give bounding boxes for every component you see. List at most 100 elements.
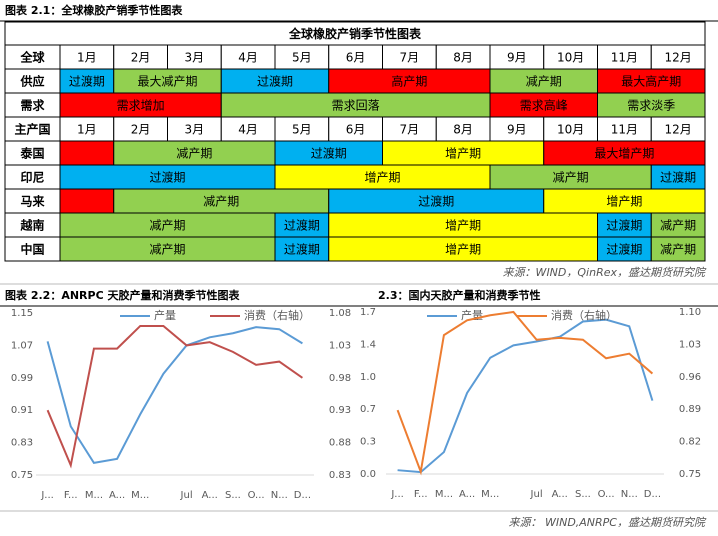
x-tick-label: F... [414, 489, 428, 500]
x-tick-label: A... [109, 490, 125, 501]
chart-title: 图表 2.2：ANRPC 天胶产量和消费季节性图表 [5, 288, 240, 302]
cell-text: 最大高产期 [621, 74, 681, 89]
y2-tick-label: 0.88 [329, 438, 351, 449]
cell-text: 6月 [346, 123, 366, 137]
cell-text: 最大减产期 [137, 75, 197, 89]
cell-text: 减产期 [553, 171, 589, 185]
y2-tick-label: 0.83 [329, 470, 351, 481]
cell-text: 增产期 [364, 171, 400, 185]
cell-text: 过渡期 [660, 170, 696, 185]
cell-text: 11月 [611, 51, 638, 65]
cell-text: 减产期 [660, 243, 696, 257]
table-cell [59, 140, 115, 166]
x-tick-label: M... [131, 490, 149, 501]
cell-text: 需求高峰 [520, 98, 568, 113]
x-tick-label: M... [85, 490, 103, 501]
y-tick-label: 1.7 [360, 307, 376, 318]
cell-text: 5月 [292, 51, 312, 65]
table-cell [543, 44, 598, 70]
table-cell [220, 116, 276, 142]
table-cell [650, 116, 706, 142]
cell-text: 3月 [185, 51, 205, 65]
row-label: 主产国 [14, 122, 50, 137]
cell-text: 减产期 [149, 219, 185, 233]
cell-text: 3月 [185, 123, 205, 137]
cell-text: 1月 [77, 123, 97, 137]
y2-tick-label: 1.03 [329, 340, 351, 351]
cell-text: 增产期 [606, 195, 642, 209]
row-label: 越南 [19, 218, 44, 233]
table-cell [220, 92, 491, 118]
x-tick-label: A... [202, 490, 218, 501]
cell-text: 增产期 [445, 147, 481, 161]
cell-text: 1月 [77, 51, 97, 65]
cell-text: 6月 [346, 51, 366, 65]
x-tick-label: O... [598, 489, 615, 500]
x-tick-label: Jul [180, 490, 193, 501]
y-tick-label: 1.07 [11, 340, 33, 351]
series-line [46, 324, 303, 469]
table-cell [382, 116, 437, 142]
y2-tick-label: 0.93 [329, 405, 351, 416]
cell-text: 12月 [664, 123, 691, 137]
cell-text: 5月 [292, 123, 312, 137]
cell-text: 12月 [664, 51, 691, 65]
x-tick-label: Jul [530, 489, 543, 500]
x-tick-label: A... [552, 489, 568, 500]
y-tick-label: 0.91 [11, 405, 33, 416]
table-cell [435, 116, 491, 142]
cell-text: 过渡期 [149, 170, 185, 185]
cell-text: 减产期 [203, 195, 239, 209]
y-tick-label: 0.99 [11, 373, 33, 384]
table-cell [220, 68, 330, 94]
section-title: 图表 2.1：全球橡胶产销季节性图表 [5, 3, 183, 17]
row-label-cell [4, 236, 61, 262]
table-cell [274, 44, 330, 70]
y2-tick-label: 0.96 [679, 372, 701, 383]
row-label: 中国 [20, 242, 44, 257]
y2-tick-label: 1.03 [679, 339, 701, 350]
y-tick-label: 1.15 [11, 308, 33, 319]
cell-text: 减产期 [176, 147, 212, 161]
series-line [46, 326, 303, 464]
table-cell [59, 164, 276, 190]
table-cell [113, 68, 222, 94]
row-label: 马来 [20, 194, 45, 209]
row-label-cell [4, 140, 61, 166]
series-line [396, 310, 654, 476]
row-label: 泰国 [19, 146, 44, 161]
cell-text: 2月 [131, 51, 151, 65]
table-cell [113, 116, 168, 142]
x-tick-label: A... [459, 489, 475, 500]
row-label: 印尼 [20, 171, 44, 185]
y2-tick-label: 1.10 [679, 307, 701, 318]
x-tick-label: M... [435, 489, 453, 500]
cell-text: 7月 [400, 123, 420, 137]
cell-text: 2月 [131, 123, 151, 137]
x-tick-label: N... [271, 490, 288, 501]
row-label: 全球 [19, 50, 45, 65]
cell-text: 过渡期 [69, 74, 105, 89]
table-cell [328, 116, 383, 142]
y2-tick-label: 1.08 [329, 308, 351, 319]
table-cell [489, 164, 652, 190]
cell-text: 过渡期 [606, 218, 642, 233]
cell-text: 增产期 [445, 243, 481, 257]
y2-tick-label: 0.82 [679, 437, 701, 448]
source: 来源： WIND,ANRPC，盛达期货研究院 [508, 516, 707, 529]
legend-label: 消费（右轴） [551, 308, 617, 322]
table-cell [543, 140, 706, 166]
y-tick-label: 0.0 [360, 469, 376, 480]
y2-tick-label: 0.75 [679, 469, 701, 480]
cell-text: 过渡期 [284, 218, 320, 233]
cell-text: 减产期 [660, 219, 696, 233]
row-label-cell [4, 188, 61, 214]
table-cell [650, 212, 706, 238]
table-cell [59, 188, 115, 214]
cell-text: 7月 [400, 51, 420, 65]
table-title: 全球橡胶产销季节性图表 [288, 26, 422, 41]
table-cell [489, 68, 598, 94]
cell-text: 过渡期 [311, 146, 347, 161]
y-tick-label: 0.3 [360, 437, 376, 448]
